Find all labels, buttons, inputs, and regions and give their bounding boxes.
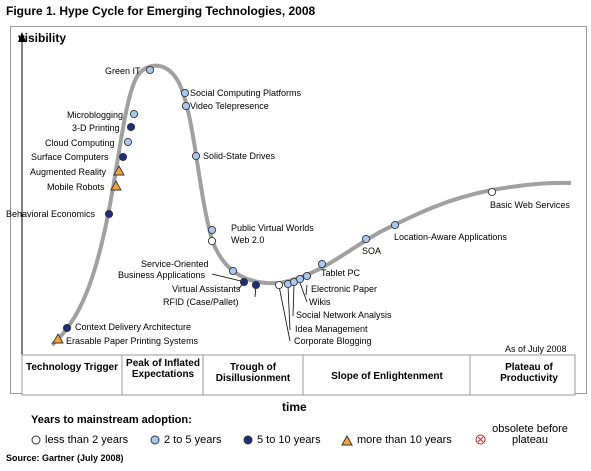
figure-title: Figure 1. Hype Cycle for Emerging Techno… — [6, 4, 316, 18]
label-web20: Web 2.0 — [231, 235, 264, 245]
legend-obsolete: obsolete before plateau — [475, 424, 585, 446]
phase-plateau: Plateau of Productivity — [500, 362, 558, 384]
red-x-circle-icon — [475, 434, 486, 445]
dark-blue-circle-icon — [243, 435, 253, 445]
marker-rfid-case-pallet- — [251, 280, 261, 290]
phase-bar — [21, 354, 576, 396]
label-microblogging: Microblogging — [67, 110, 123, 120]
x-axis-title: time — [282, 400, 307, 414]
label-surface-computers: Surface Computers — [31, 152, 109, 162]
marker-social-network-analysis — [295, 274, 305, 284]
technology-markers — [52, 65, 497, 344]
marker-public-virtual-worlds — [207, 225, 217, 235]
phase-slope: Slope of Enlightenment — [331, 371, 443, 382]
phase-trough: Trough of Disillusionment — [215, 362, 291, 384]
marker-web-2-0 — [207, 236, 217, 246]
light-blue-circle-icon — [150, 435, 160, 445]
marker-service-oriented-business-applications — [228, 266, 238, 276]
label-green-it: Green IT — [105, 66, 141, 76]
marker-mobile-robots — [110, 180, 122, 191]
orange-triangle-icon — [341, 434, 353, 445]
source-note: Source: Gartner (July 2008) — [6, 453, 124, 463]
label-mobile-robots: Mobile Robots — [47, 182, 105, 192]
legend-2to5-label: 2 to 5 years — [164, 434, 222, 446]
chart-frame — [10, 26, 587, 394]
marker-tablet-pc — [317, 259, 327, 269]
label-basic-web-services: Basic Web Services — [490, 200, 570, 210]
label-rfid: RFID (Case/Pallet) — [163, 297, 239, 307]
label-electronic-paper: Electronic Paper — [311, 284, 377, 294]
as-of-date: As of July 2008 — [505, 344, 567, 354]
marker-video-telepresence — [181, 101, 191, 111]
marker-location-aware-applications — [390, 220, 400, 230]
hype-curve — [50, 63, 572, 347]
label-corporate-blogging: Corporate Blogging — [294, 336, 372, 346]
phase-peak: Peak of Inflated Expectations — [126, 358, 200, 380]
legend-obsolete-label: obsolete before plateau — [492, 423, 568, 446]
label-3d-printing: 3-D Printing — [72, 123, 120, 133]
white-circle-icon — [31, 435, 41, 445]
label-public-virtual-worlds: Public Virtual Worlds — [231, 223, 314, 233]
label-context-delivery: Context Delivery Architecture — [75, 322, 191, 332]
legend-lt2: less than 2 years — [31, 434, 128, 446]
marker-solid-state-drives — [191, 151, 201, 161]
label-cloud-computing: Cloud Computing — [45, 138, 115, 148]
technology-labels: Green IT Microblogging 3-D Printing Clou… — [6, 66, 570, 346]
marker-social-computing-platforms — [180, 88, 190, 98]
label-behavioral-economics: Behavioral Economics — [6, 209, 96, 219]
marker-erasable-paper-printing-systems — [52, 333, 64, 344]
marker-corporate-blogging — [274, 280, 284, 290]
label-augmented-reality: Augmented Reality — [30, 167, 107, 177]
label-virtual-assistants: Virtual Assistants — [172, 284, 241, 294]
label-social-network-analysis: Social Network Analysis — [296, 310, 392, 320]
legend-2to5: 2 to 5 years — [150, 434, 221, 446]
label-social-computing: Social Computing Platforms — [190, 88, 302, 98]
marker-surface-computers — [118, 152, 128, 162]
y-axis-title: visibility — [18, 31, 66, 45]
legend-lt2-label: less than 2 years — [45, 434, 129, 446]
legend-5to10: 5 to 10 years — [243, 434, 321, 446]
label-video-telepresence: Video Telepresence — [190, 101, 269, 111]
marker-soa — [361, 234, 371, 244]
marker-3-d-printing — [126, 122, 136, 132]
label-tablet-pc: Tablet PC — [321, 268, 361, 278]
marker-microblogging — [129, 109, 139, 119]
label-soba: Service-Oriented Business Applications — [118, 259, 209, 280]
label-soa: SOA — [362, 246, 381, 256]
marker-green-it — [145, 65, 155, 75]
label-solid-state: Solid-State Drives — [203, 151, 276, 161]
legend-title: Years to mainstream adoption: — [31, 414, 192, 426]
label-location-aware: Location-Aware Applications — [394, 232, 507, 242]
label-idea-management: Idea Management — [295, 324, 368, 334]
marker-cloud-computing — [123, 137, 133, 147]
marker-basic-web-services — [487, 187, 497, 197]
marker-virtual-assistants — [239, 277, 249, 287]
label-wikis: Wikis — [309, 297, 331, 307]
phase-technology-trigger: Technology Trigger — [25, 362, 119, 373]
legend-gt10-label: more than 10 years — [357, 434, 452, 446]
marker-electronic-paper — [302, 271, 312, 281]
marker-augmented-reality — [113, 165, 125, 176]
legend-gt10: more than 10 years — [341, 434, 452, 446]
marker-behavioral-economics — [104, 209, 114, 219]
legend-5to10-label: 5 to 10 years — [257, 434, 321, 446]
label-erasable-paper: Erasable Paper Printing Systems — [66, 336, 199, 346]
marker-context-delivery-architecture — [62, 323, 72, 333]
y-axis-arrow — [18, 32, 26, 42]
